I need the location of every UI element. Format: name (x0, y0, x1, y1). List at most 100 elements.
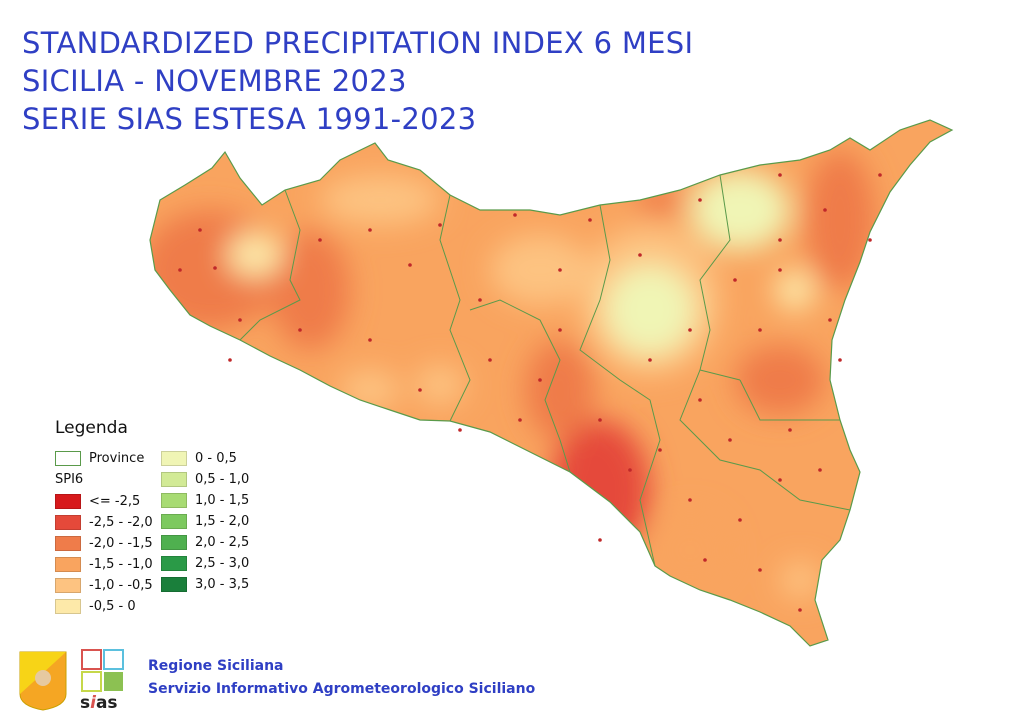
station-dot (198, 228, 202, 232)
station-dot (788, 428, 792, 432)
station-dot (518, 418, 522, 422)
station-dot (838, 358, 842, 362)
regione-siciliana-crest-logo (19, 651, 67, 711)
station-dot (703, 558, 707, 562)
svg-text:sias: sias (80, 693, 118, 710)
legend-swatch (161, 493, 187, 508)
legend-class-label: 0 - 0,5 (195, 451, 237, 466)
station-dot (638, 253, 642, 257)
legend-swatch (55, 536, 81, 551)
station-dot (688, 328, 692, 332)
station-dot (318, 238, 322, 242)
station-dot (588, 218, 592, 222)
title-line-3: SERIE SIAS ESTESA 1991-2023 (22, 102, 477, 136)
legend-class: -2,0 - -1,5 (55, 533, 165, 554)
legend-class: 0 - 0,5 (161, 448, 271, 469)
station-dot (628, 468, 632, 472)
station-dot (228, 358, 232, 362)
legend-swatch (161, 451, 187, 466)
legend-swatch (161, 514, 187, 529)
station-dot (298, 328, 302, 332)
title-line-1: STANDARDIZED PRECIPITATION INDEX 6 MESI (22, 26, 694, 60)
legend-class-label: -1,5 - -1,0 (89, 557, 153, 572)
legend-title: Legenda (55, 418, 128, 438)
station-dot (698, 198, 702, 202)
legend-swatch (161, 577, 187, 592)
spi-surface (150, 120, 952, 646)
legend-class-label: -2,5 - -2,0 (89, 515, 153, 530)
spi-label: SPI6 (55, 472, 84, 487)
station-dot (213, 266, 217, 270)
station-dot (658, 448, 662, 452)
station-dot (728, 438, 732, 442)
station-dot (698, 398, 702, 402)
legend-swatch (55, 578, 81, 593)
station-dot (513, 213, 517, 217)
station-dot (238, 318, 242, 322)
province-label: Province (89, 451, 145, 466)
legend-class: -1,5 - -1,0 (55, 554, 165, 575)
legend-class-label: 0,5 - 1,0 (195, 472, 250, 487)
province-borders (239, 174, 851, 567)
legend-class-label: 2,5 - 3,0 (195, 556, 250, 571)
legend-class-label: 1,5 - 2,0 (195, 514, 250, 529)
legend-class: 2,5 - 3,0 (161, 553, 271, 574)
legend-class-label: -0,5 - 0 (89, 599, 136, 614)
station-dot (758, 328, 762, 332)
station-dot (758, 568, 762, 572)
sias-logo: sias (80, 649, 124, 710)
legend-class-label: 3,0 - 3,5 (195, 577, 250, 592)
title-line-2: SICILIA - NOVEMBRE 2023 (22, 64, 407, 98)
station-dot (438, 223, 442, 227)
station-dot (818, 468, 822, 472)
station-dot (538, 378, 542, 382)
map-title: STANDARDIZED PRECIPITATION INDEX 6 MESI … (22, 24, 693, 138)
station-markers (178, 173, 882, 612)
station-dot (868, 238, 872, 242)
legend-swatch (161, 535, 187, 550)
province-swatch (55, 451, 81, 466)
station-dot (648, 358, 652, 362)
station-dot (738, 518, 742, 522)
station-dot (828, 318, 832, 322)
station-dot (558, 268, 562, 272)
legend-swatch (55, 599, 81, 614)
station-dot (408, 263, 412, 267)
legend-class-label: 1,0 - 1,5 (195, 493, 250, 508)
legend-class-label: -2,0 - -1,5 (89, 536, 153, 551)
station-dot (418, 388, 422, 392)
station-dot (458, 428, 462, 432)
station-dot (598, 418, 602, 422)
legend-swatch (55, 494, 81, 509)
station-dot (878, 173, 882, 177)
legend-class: -2,5 - -2,0 (55, 512, 165, 533)
legend-class: -0,5 - 0 (55, 596, 165, 617)
legend-swatch (55, 515, 81, 530)
legend-class: 2,0 - 2,5 (161, 532, 271, 553)
station-dot (368, 228, 372, 232)
station-dot (733, 278, 737, 282)
station-dot (778, 238, 782, 242)
station-dot (478, 298, 482, 302)
station-dot (778, 478, 782, 482)
legend-class-label: <= -2,5 (89, 494, 141, 509)
legend-class: -1,0 - -0,5 (55, 575, 165, 596)
legend-class: 0,5 - 1,0 (161, 469, 271, 490)
legend: Legenda Province SPI6 <= -2,5 -2,5 - -2,0… (55, 418, 249, 614)
station-dot (598, 538, 602, 542)
station-dot (488, 358, 492, 362)
station-dot (558, 328, 562, 332)
station-dot (778, 268, 782, 272)
legend-class-label: -1,0 - -0,5 (89, 578, 153, 593)
legend-swatch (55, 557, 81, 572)
station-dot (368, 338, 372, 342)
legend-class: 1,0 - 1,5 (161, 490, 271, 511)
station-dot (798, 608, 802, 612)
legend-class: <= -2,5 (55, 491, 165, 512)
footer-region: Regione Siciliana (148, 658, 284, 674)
station-dot (688, 498, 692, 502)
station-dot (823, 208, 827, 212)
legend-class: 3,0 - 3,5 (161, 574, 271, 595)
legend-class: 1,5 - 2,0 (161, 511, 271, 532)
